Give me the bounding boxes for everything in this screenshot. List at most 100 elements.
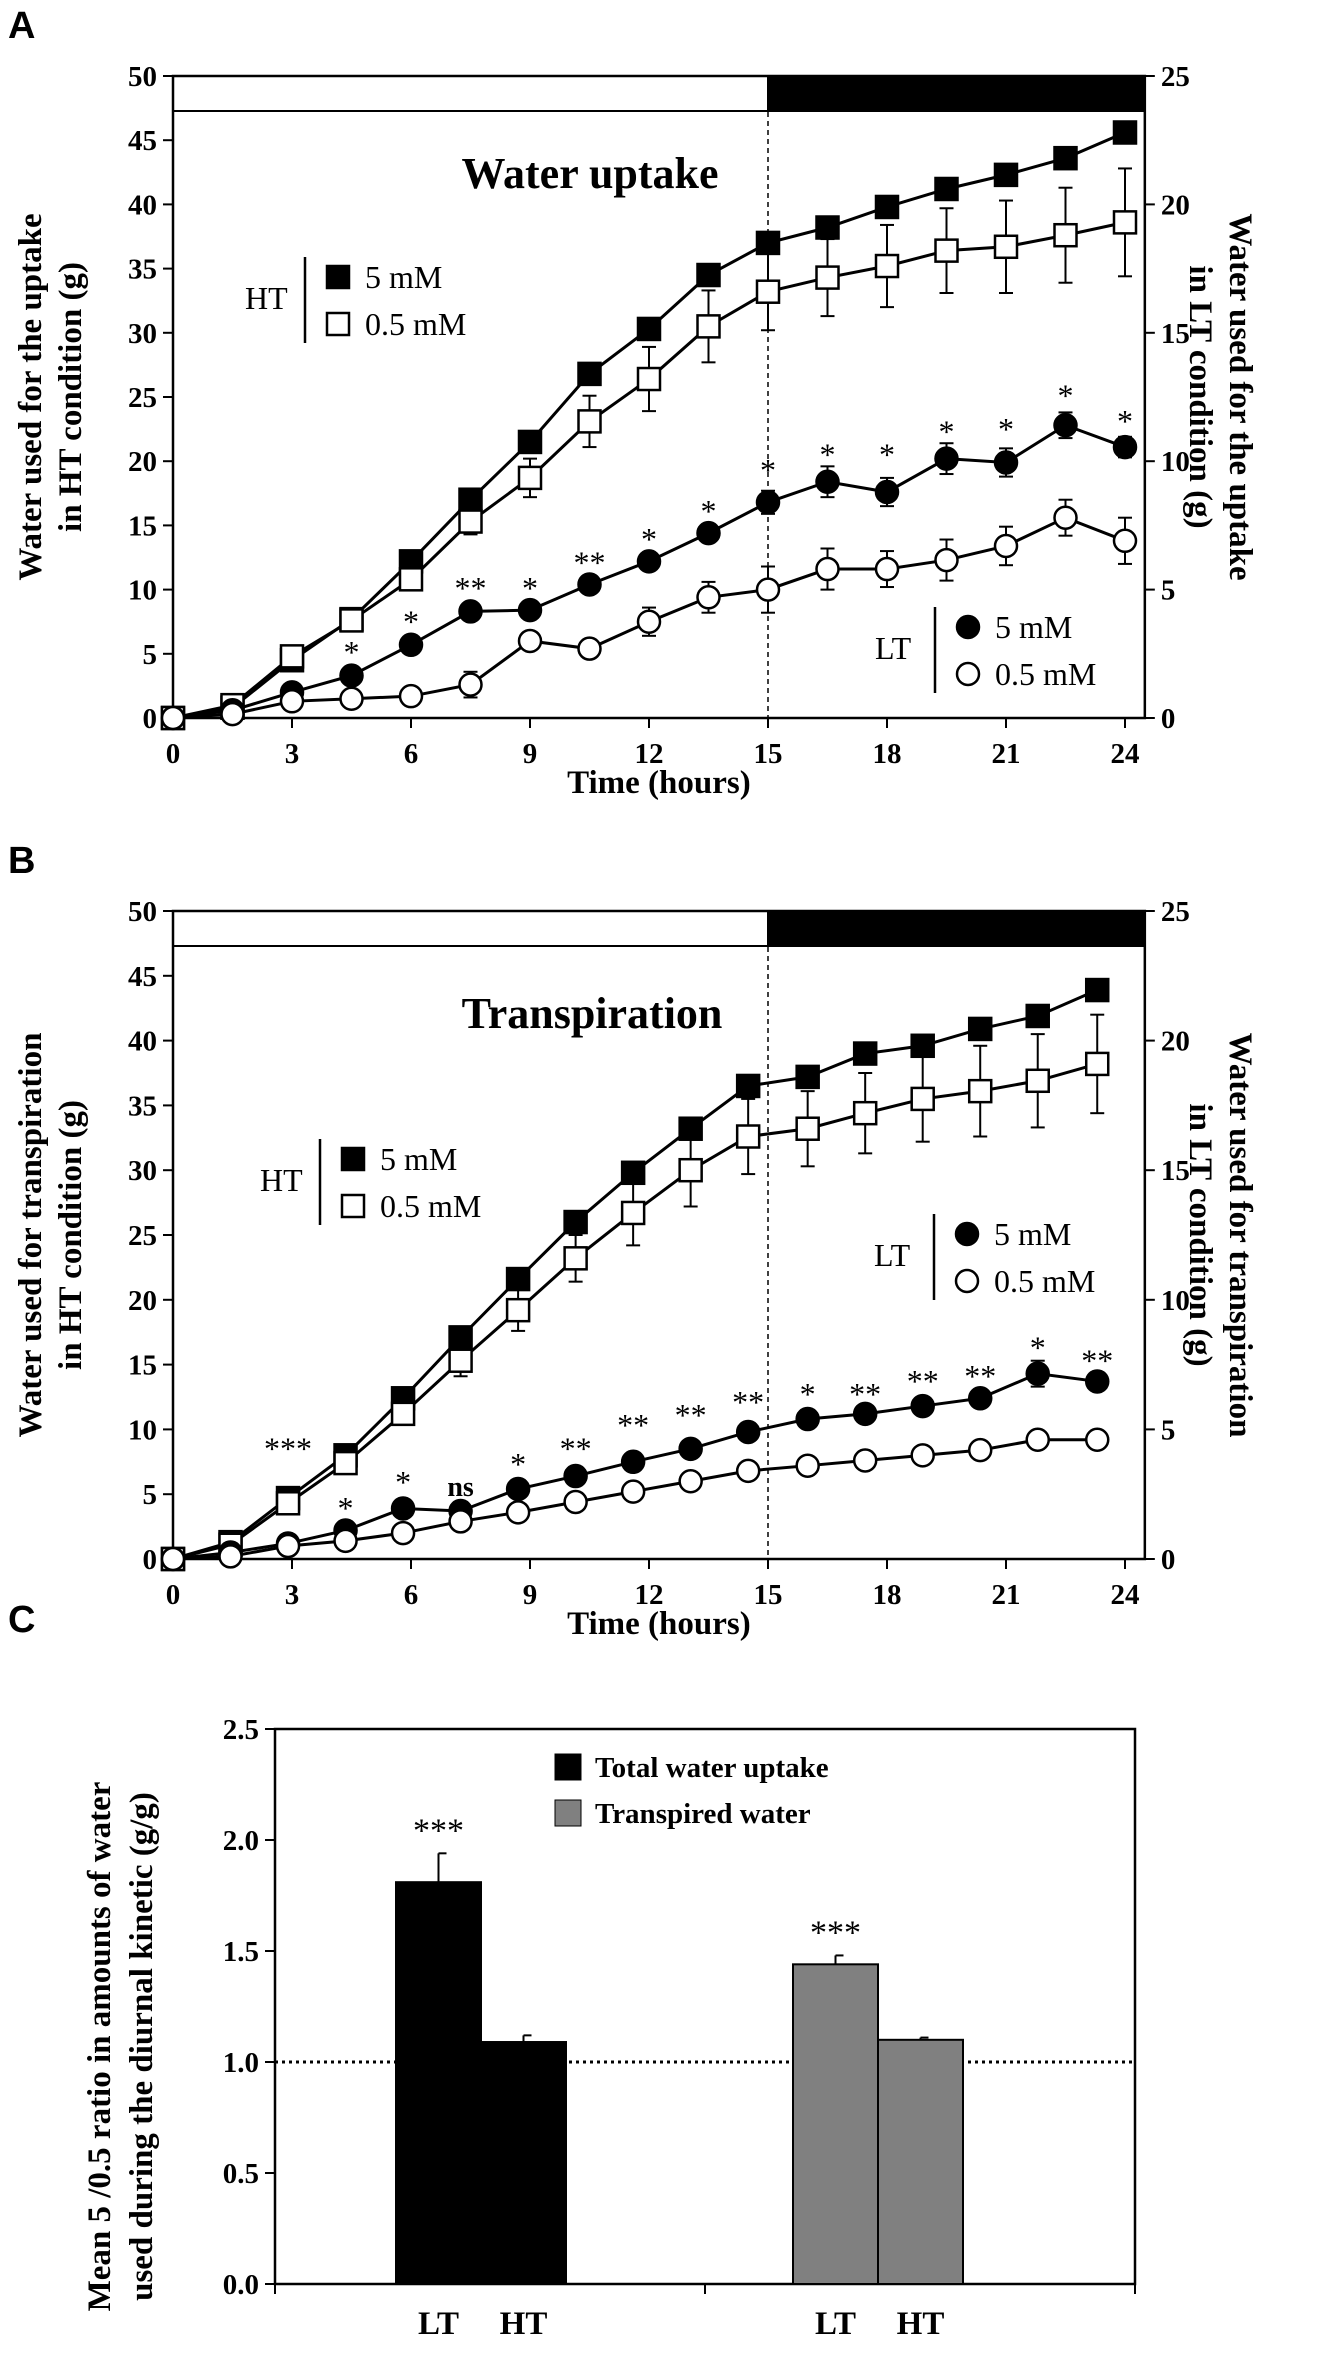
bar [480,2041,567,2286]
data-point-circle [1053,505,1078,530]
data-point-square [795,1064,820,1090]
significance-label: * [820,436,836,472]
x-tick-label: 24 [1111,1579,1140,1611]
data-point-square [934,238,959,263]
x-tick-label: 15 [754,738,783,770]
data-point-circle [620,1479,646,1504]
significance-label: * [338,1490,354,1526]
data-point-circle [1112,528,1138,554]
left-y-tick-label: 0 [143,1544,158,1576]
data-point-circle [505,1500,531,1525]
data-point-circle [934,547,959,573]
data-point-square [563,1246,588,1271]
legend-lt: LT 5 mM 0.5 mM [874,1214,1095,1300]
y-tick-label: 0.0 [223,2269,259,2301]
left-y-tick-label: 20 [128,1285,157,1317]
legend-marker-open-square [325,311,351,337]
dark-period-bar [767,910,1146,947]
right-y-tick-label: 5 [1161,1414,1176,1446]
data-point-circle [1084,1427,1110,1453]
data-point-circle [458,672,483,697]
data-point-square [967,1078,993,1104]
data-point-square [795,1116,820,1141]
light-period-bar [172,75,769,112]
legend-ht: HT 5 mM 0.5 mM [260,1139,481,1225]
significance-label: ** [574,544,606,580]
x-tick-label: 15 [754,1579,783,1611]
significance-label: ** [849,1376,881,1412]
data-point-square [390,1401,416,1427]
x-tick-label: 0 [166,1579,181,1611]
data-point-square [636,316,662,342]
data-point-square [333,1450,358,1476]
data-point-circle [1025,1427,1050,1453]
data-point-circle [1112,434,1138,460]
x-tick-label: 9 [523,738,538,770]
left-y-tick-label: 0 [143,703,158,735]
light-period-bar [172,910,769,947]
data-point-circle [815,469,840,494]
significance-label: * [1030,1329,1046,1365]
y-tick-label: 2.0 [223,1825,259,1857]
x-tick-label: 3 [285,738,300,770]
data-point-square [398,567,424,592]
right-y-tick-label: 10 [1161,446,1190,478]
data-point-circle [967,1437,993,1463]
significance-label: * [800,1376,816,1412]
significance-label: ** [907,1363,939,1399]
x-tick-label: 18 [873,1579,902,1611]
right-y-tick-label: 25 [1161,61,1190,93]
left-y-tick-label: 15 [128,510,157,542]
data-point-circle [390,1496,416,1521]
category-label: HT [500,2306,548,2342]
left-y-tick-label: 30 [128,318,157,350]
left-y-axis-label: Water used for transpiration in HT condit… [13,1033,89,1438]
significance-label: ** [964,1358,996,1394]
data-point-square [275,1491,301,1516]
significance-label: * [939,413,955,449]
data-point-square [458,509,483,534]
y-tick-label: 1.5 [223,1936,259,1968]
legend-ht: HT 5 mM 0.5 mM [245,257,466,343]
data-point-square [505,1297,531,1323]
x-tick-label: 6 [404,1579,419,1611]
left-y-axis-label: Water used for the uptake in HT condition… [13,213,89,580]
data-point-circle [563,1463,588,1489]
legend-swatch [554,1799,582,1827]
data-point-circle [795,1406,820,1432]
data-point-circle [755,577,781,602]
x-axis-label: Time (hours) [567,765,751,801]
legend-entry-label: 5 mM [995,609,1072,645]
legend-lt: LT 5 mM 0.5 mM [875,607,1096,693]
left-y-tick-label: 5 [143,639,158,671]
left-y-tick-label: 40 [128,189,157,221]
significance-label: * [879,436,895,472]
data-point-square [339,608,364,633]
data-point-circle [993,450,1019,475]
panel-a-water-uptake-chart: 0 3 6 9 12 15 18 21 24 0 5 10 15 20 25 30 35 40 45 50 0 5 10 15… [13,61,1258,801]
significance-label: * [395,1464,411,1500]
data-point-square [1025,1068,1050,1094]
data-point-circle [874,479,900,505]
panel-letter-c: C [8,1599,35,1641]
data-point-square [517,465,543,491]
legend-entry-label: 0.5 mM [994,1263,1095,1299]
left-y-tick-label: 50 [128,896,157,928]
panel-letter-b: B [8,840,35,882]
x-tick-label: 21 [992,1579,1021,1611]
data-point-circle [1025,1361,1050,1386]
significance-label: ** [560,1431,592,1467]
data-point-circle [735,1419,761,1445]
data-point-square [505,1266,531,1292]
left-y-tick-label: 15 [128,1350,157,1382]
data-point-square [636,366,662,392]
significance-label: ns [447,1472,474,1503]
significance-label: * [522,570,538,606]
left-y-tick-label: 45 [128,125,157,157]
x-tick-label: 12 [635,1579,664,1611]
panel-b-transpiration-chart: 0 3 6 9 12 15 18 21 24 0 5 10 15 20 25 30 35 40 45 50 0 5 10 15… [13,896,1258,1642]
data-point-circle [636,609,662,634]
legend-entry-label: 0.5 mM [995,656,1096,692]
significance-label: ** [617,1407,649,1443]
data-point-square [448,1348,473,1373]
